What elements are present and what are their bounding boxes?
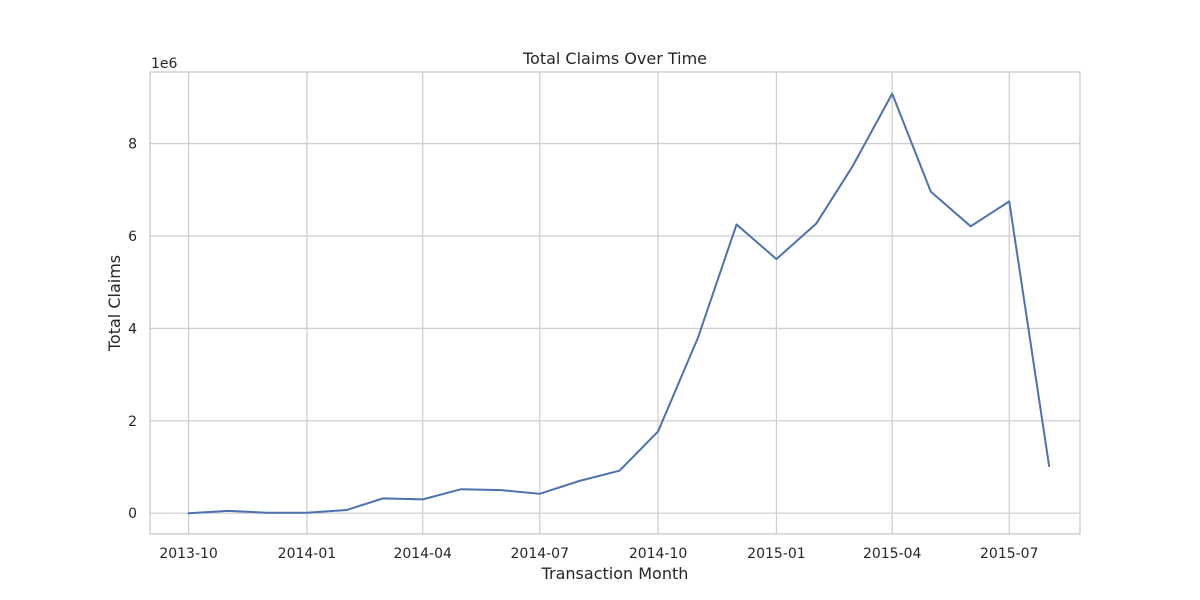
series-line — [187, 92, 1051, 515]
chart-title: Total Claims Over Time — [522, 49, 707, 68]
x-tick-label: 2015-07 — [980, 546, 1039, 562]
x-tick-label: 2015-01 — [747, 546, 806, 562]
y-axis-offset-text: 1e6 — [151, 56, 178, 72]
y-tick-label: 6 — [128, 229, 137, 245]
y-tick-label: 4 — [128, 321, 137, 337]
x-axis-ticks: 2013-10 2014-01 2014-04 2014-07 2014-10 2015-… — [159, 546, 1038, 562]
x-tick-label: 2013-10 — [159, 546, 218, 562]
y-tick-label: 2 — [128, 414, 137, 430]
x-tick-label: 2014-01 — [278, 546, 337, 562]
y-tick-label: 0 — [128, 506, 137, 522]
x-tick-label: 2015-04 — [863, 546, 922, 562]
x-axis-label: Transaction Month — [541, 564, 689, 583]
grid — [150, 72, 1080, 534]
plot-frame — [149, 71, 1081, 535]
series-layer — [187, 92, 1051, 515]
x-tick-label: 2014-04 — [393, 546, 452, 562]
x-tick-label: 2014-07 — [511, 546, 570, 562]
y-axis-ticks: 0 2 4 6 8 — [128, 137, 137, 523]
y-tick-label: 8 — [128, 137, 137, 153]
y-axis-label: Total Claims — [105, 255, 124, 352]
x-tick-label: 2014-10 — [629, 546, 688, 562]
